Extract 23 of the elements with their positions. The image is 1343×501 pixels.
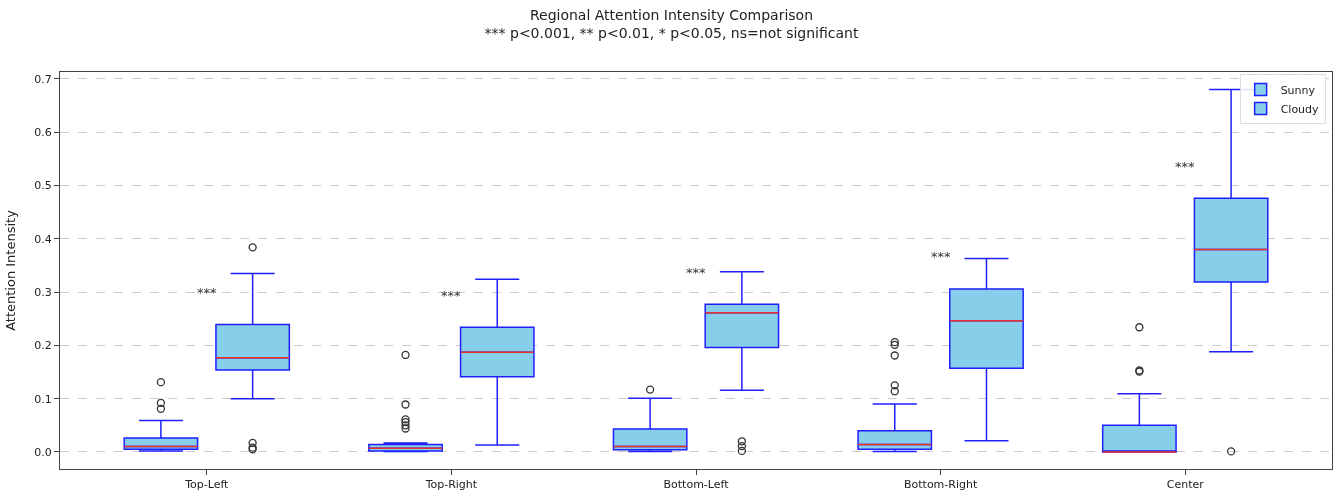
y-axis-title: Attention Intensity bbox=[3, 209, 19, 331]
y-tick-label: 0.4 bbox=[34, 232, 52, 246]
y-tick-label: 0.6 bbox=[34, 126, 52, 140]
annotation: *** bbox=[1175, 159, 1195, 174]
x-tick-label: Bottom-Left bbox=[663, 478, 730, 492]
y-tick-label: 0.1 bbox=[34, 392, 52, 406]
y-tick-label: 0.3 bbox=[34, 285, 52, 299]
y-tick-label: 0.0 bbox=[34, 445, 52, 459]
annotation: *** bbox=[197, 285, 217, 300]
chart-subtitle: *** p<0.001, ** p<0.01, * p<0.05, ns=not significant bbox=[484, 25, 859, 42]
legend-label: Cloudy bbox=[1280, 102, 1320, 116]
legend-label: Sunny bbox=[1280, 83, 1316, 97]
x-tick-label: Top-Right bbox=[424, 478, 478, 492]
x-tick-label: Bottom-Right bbox=[903, 478, 978, 492]
chart-title: Regional Attention Intensity Comparison bbox=[529, 7, 814, 24]
y-tick-label: 0.5 bbox=[34, 179, 52, 193]
annotation: *** bbox=[686, 265, 706, 280]
annotation: *** bbox=[931, 249, 951, 264]
x-tick-label: Top-Left bbox=[184, 478, 230, 492]
y-tick-label: 0.7 bbox=[34, 72, 52, 86]
x-tick-label: Center bbox=[1166, 478, 1205, 492]
y-tick-label: 0.2 bbox=[34, 339, 52, 353]
annotation: *** bbox=[441, 288, 461, 303]
